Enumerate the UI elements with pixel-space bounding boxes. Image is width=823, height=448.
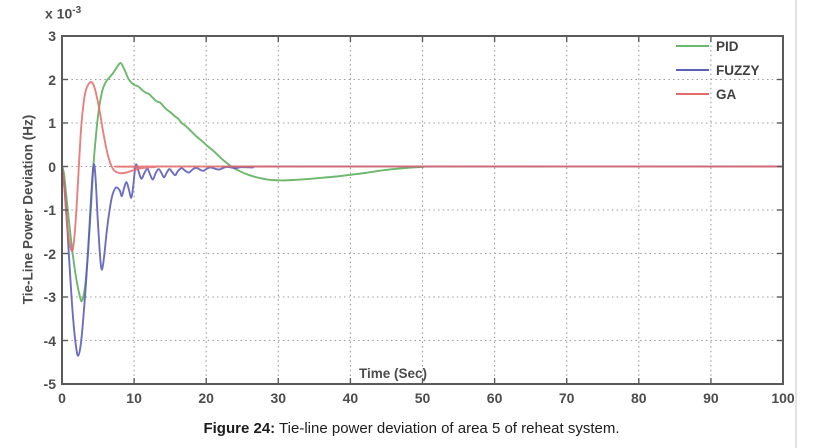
y-tick-label--4: -4 [43, 332, 56, 349]
x-axis-label: Time (Sec) [358, 366, 428, 381]
legend-line-pid [676, 45, 709, 47]
x-tick-label-40: 40 [342, 390, 359, 406]
legend-label-ga: GA [716, 86, 737, 102]
x-tick-label-0: 0 [58, 390, 66, 406]
series-line-ga [61, 80, 784, 253]
multiplier-exponent: -3 [72, 5, 82, 16]
y-tick-label--2: -2 [43, 245, 56, 262]
legend-entry-ga: GA [676, 82, 760, 106]
legend-line-ga [676, 93, 709, 95]
legend-label-fuzzy: FUZZY [716, 62, 760, 78]
multiplier-base: x 10 [45, 5, 73, 22]
y-axis-multiplier: x 10-3 [45, 5, 81, 22]
figure-caption: Figure 24: Tie-line power deviation of a… [0, 420, 823, 437]
y-tick-label--5: -5 [43, 376, 56, 392]
page-edge-divider [795, 0, 797, 448]
legend-label-pid: PID [716, 38, 739, 54]
legend: PID FUZZY GA [676, 34, 760, 106]
y-tick-label-2: 2 [48, 71, 56, 88]
x-tick-label-50: 50 [414, 390, 431, 406]
x-tick-label-80: 80 [631, 390, 647, 406]
y-tick-label-3: 3 [48, 28, 56, 44]
legend-line-fuzzy [676, 69, 709, 71]
x-tick-label-30: 30 [270, 390, 287, 406]
y-tick-label--3: -3 [43, 289, 56, 305]
x-tick-label-10: 10 [126, 390, 142, 406]
x-tick-label-20: 20 [198, 390, 214, 406]
y-tick-label--1: -1 [43, 202, 56, 218]
y-tick-label-1: 1 [48, 115, 56, 131]
legend-entry-pid: PID [676, 34, 760, 58]
x-tick-label-70: 70 [558, 390, 575, 406]
series-line-pid [61, 62, 546, 303]
x-tick-label-90: 90 [703, 390, 719, 406]
y-tick-label-0: 0 [48, 158, 56, 175]
caption-text: Tie-line power deviation of area 5 of re… [275, 420, 620, 437]
series-line-fuzzy [61, 163, 784, 357]
x-tick-label-60: 60 [486, 390, 503, 406]
caption-number: Figure 24: [203, 420, 276, 437]
legend-entry-fuzzy: FUZZY [676, 58, 760, 82]
x-tick-label-100: 100 [771, 390, 795, 406]
